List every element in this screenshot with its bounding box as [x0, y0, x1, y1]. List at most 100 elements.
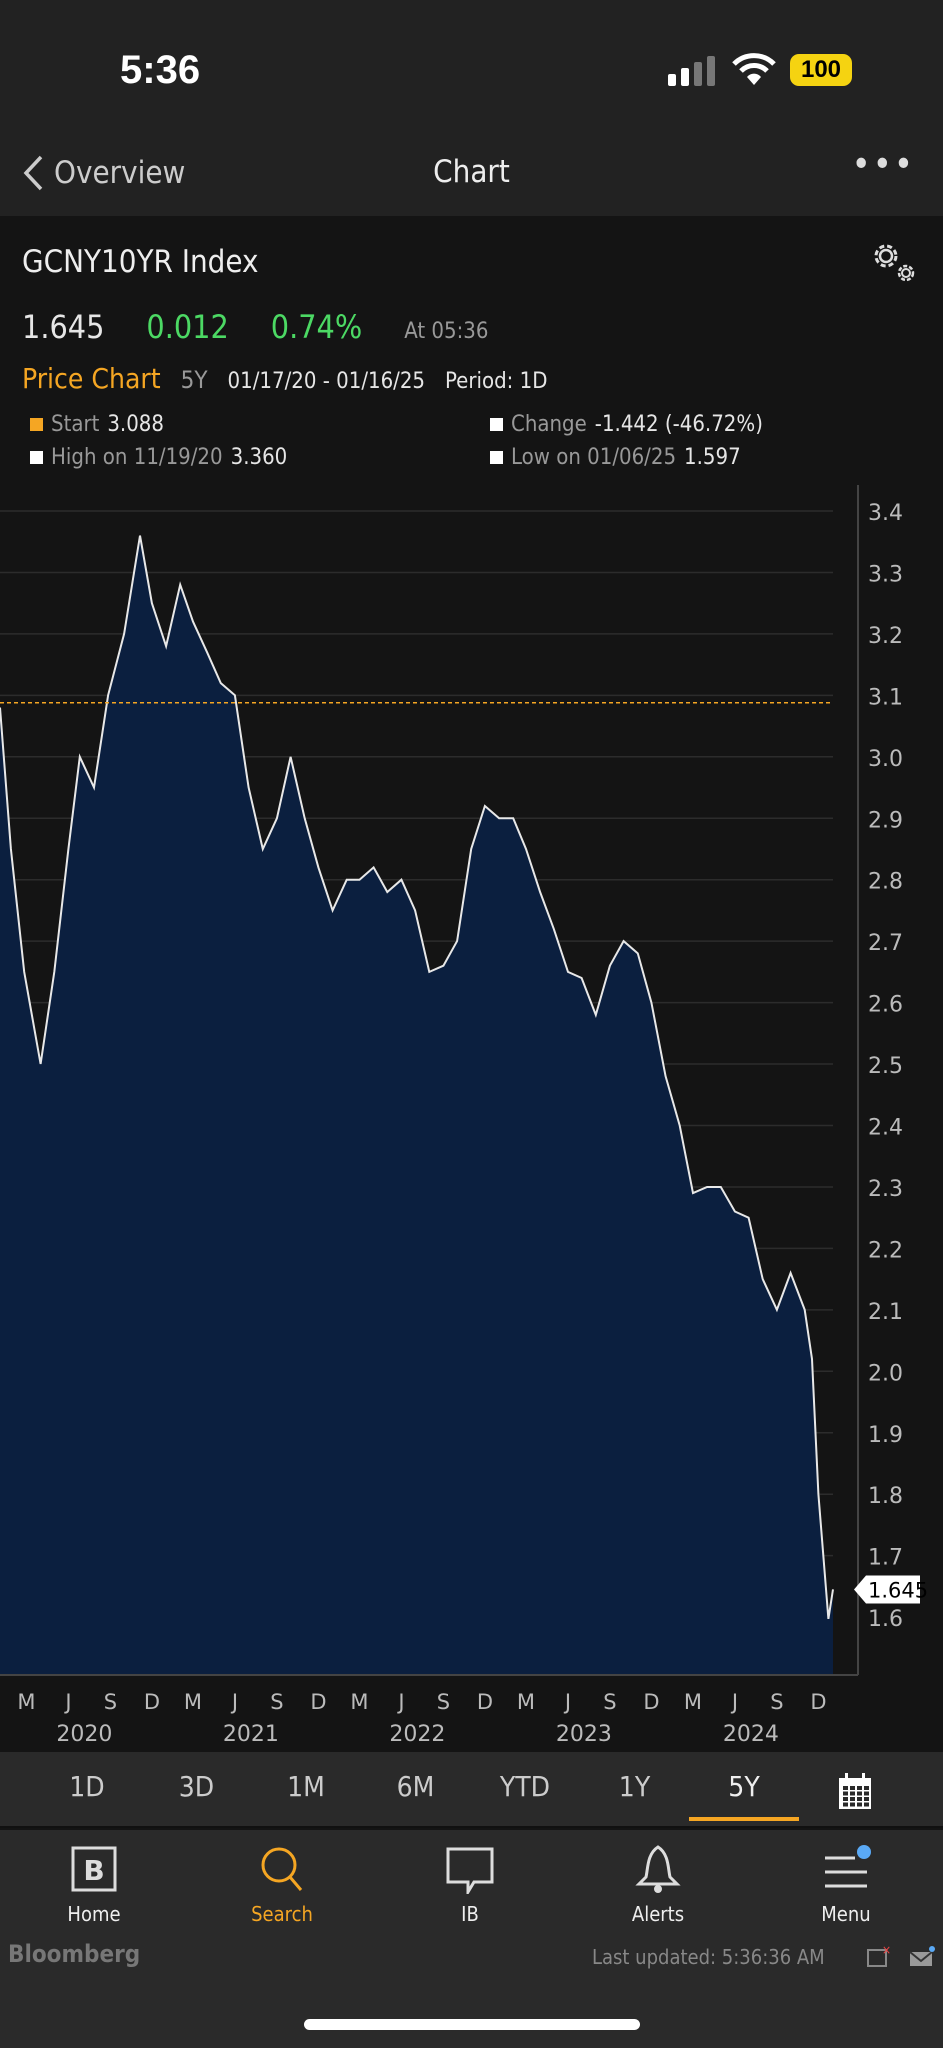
y-tick-label: 2.4: [868, 1116, 903, 1141]
tab-label: IB: [461, 1902, 479, 1926]
range-tab-1y[interactable]: 1Y: [618, 1770, 651, 1803]
x-tick-label: J: [563, 1690, 571, 1714]
x-year-label: 2021: [223, 1722, 279, 1747]
y-tick-label: 1.9: [868, 1423, 903, 1448]
y-tick-label: 3.4: [868, 501, 903, 526]
y-tick-label: 2.6: [868, 993, 903, 1018]
range-tab-1d[interactable]: 1D: [69, 1770, 105, 1803]
range-tab-5y[interactable]: 5Y: [689, 1770, 799, 1821]
tab-menu[interactable]: Menu: [786, 1844, 906, 1926]
chevron-left-icon: [23, 155, 43, 191]
chart-info-row: Price Chart 5Y 01/17/20 - 01/16/25 Perio…: [22, 362, 547, 395]
menu-icon: [825, 1845, 871, 1888]
legend-high: High on 11/19/20 3.360: [30, 445, 287, 470]
range-selector: 1D 3D 1M 6M YTD 1Y 5Y: [0, 1752, 943, 1828]
x-tick-label: D: [810, 1690, 826, 1714]
x-tick-label: J: [396, 1690, 404, 1714]
y-tick-label: 1.7: [868, 1546, 903, 1571]
x-tick-label: D: [477, 1690, 493, 1714]
x-tick-label: D: [310, 1690, 326, 1714]
y-tick-label: 3.2: [868, 624, 903, 649]
x-tick-label: M: [517, 1690, 535, 1714]
x-tick-label: D: [144, 1690, 160, 1714]
range-label: 5Y: [180, 366, 208, 394]
more-options-button[interactable]: •••: [851, 144, 915, 185]
settings-gear-icon[interactable]: [868, 238, 920, 286]
x-tick-label: M: [350, 1690, 368, 1714]
bloomberg-logo: Bloomberg: [8, 1940, 141, 1968]
price-row: 1.645 0.012 0.74% At 05:36: [22, 308, 488, 346]
last-price-marker: [854, 1575, 920, 1604]
last-price: 1.645: [22, 308, 105, 346]
calendar-icon[interactable]: [838, 1772, 872, 1810]
x-year-label: 2022: [389, 1722, 445, 1747]
tab-ib[interactable]: IB: [410, 1844, 530, 1926]
legend-start: Start 3.088: [30, 412, 164, 437]
y-tick-label: 2.5: [868, 1054, 903, 1079]
x-year-label: 2024: [723, 1722, 779, 1747]
svg-text:B: B: [83, 1854, 104, 1887]
price-line: [0, 535, 834, 1620]
y-tick-label: 2.2: [868, 1238, 903, 1263]
disconnected-chat-icon: ×: [867, 1944, 891, 1967]
percent-change: 0.74%: [270, 308, 363, 346]
svg-text:×: ×: [882, 1944, 891, 1957]
tab-search[interactable]: Search: [222, 1844, 342, 1926]
legend-change: Change -1.442 (-46.72%): [490, 412, 763, 437]
legend-swatch: [30, 451, 43, 464]
range-tab-3d[interactable]: 3D: [178, 1770, 215, 1803]
page-title: Chart: [433, 154, 510, 190]
bloomberg-b-icon: B: [71, 1846, 117, 1892]
chart-type-label[interactable]: Price Chart: [22, 362, 161, 395]
y-tick-label: 3.1: [868, 685, 903, 710]
tab-label: Home: [67, 1902, 121, 1926]
x-tick-label: M: [17, 1690, 35, 1714]
security-name: GCNY10YR Index: [22, 244, 259, 280]
x-year-label: 2023: [556, 1722, 612, 1747]
x-tick-label: J: [63, 1690, 71, 1714]
range-tab-1m[interactable]: 1M: [287, 1770, 325, 1803]
legend-swatch: [490, 451, 503, 464]
price-time: At 05:36: [404, 319, 489, 344]
y-tick-label: 2.7: [868, 931, 903, 956]
y-tick-label: 2.9: [868, 808, 903, 833]
price-chart[interactable]: 3.4 3.3 3.2 3.1 3.0 2.9 2.8 2.7 2.6 2.5 2.4 2.3 2.2 2…: [0, 485, 943, 1750]
x-tick-label: M: [184, 1690, 202, 1714]
wifi-icon: [732, 53, 776, 85]
x-tick-label: S: [603, 1690, 616, 1714]
y-tick-label: 1.8: [868, 1484, 903, 1509]
tab-home[interactable]: B Home: [34, 1844, 154, 1926]
last-updated: Last updated: 5:36:36 AM: [592, 1945, 825, 1969]
bell-icon: [635, 1845, 681, 1893]
tab-label: Alerts: [631, 1902, 685, 1926]
range-tab-ytd[interactable]: YTD: [499, 1770, 551, 1803]
mail-icon: [909, 1946, 935, 1966]
home-indicator: [304, 2019, 640, 2030]
cellular-signal-icon: [668, 56, 715, 86]
x-year-label: 2020: [56, 1722, 112, 1747]
legend-low: Low on 01/06/25 1.597: [490, 445, 741, 470]
date-range: 01/17/20 - 01/16/25: [227, 369, 426, 394]
legend-swatch: [30, 418, 43, 431]
x-tick-label: J: [730, 1690, 738, 1714]
x-tick-label: M: [684, 1690, 702, 1714]
range-tab-6m[interactable]: 6M: [396, 1770, 435, 1803]
battery-indicator: 100: [790, 54, 852, 86]
tab-alerts[interactable]: Alerts: [598, 1844, 718, 1926]
area-fill: [0, 535, 833, 1675]
y-tick-label: 2.8: [868, 870, 903, 895]
x-tick-label: S: [770, 1690, 783, 1714]
y-tick-label: 2.0: [868, 1361, 903, 1386]
tab-label: Menu: [821, 1902, 871, 1926]
chat-icon: [446, 1847, 494, 1894]
last-price-label: 1.645: [868, 1578, 928, 1602]
back-button[interactable]: Overview: [22, 154, 185, 192]
x-tick-label: S: [437, 1690, 450, 1714]
tab-label: Search: [251, 1902, 313, 1926]
x-tick-label: S: [270, 1690, 283, 1714]
period-label: Period: 1D: [445, 369, 548, 394]
search-icon: [261, 1847, 303, 1891]
y-tick-label: 3.0: [868, 747, 903, 772]
legend-swatch: [490, 418, 503, 431]
x-tick-label: S: [104, 1690, 117, 1714]
